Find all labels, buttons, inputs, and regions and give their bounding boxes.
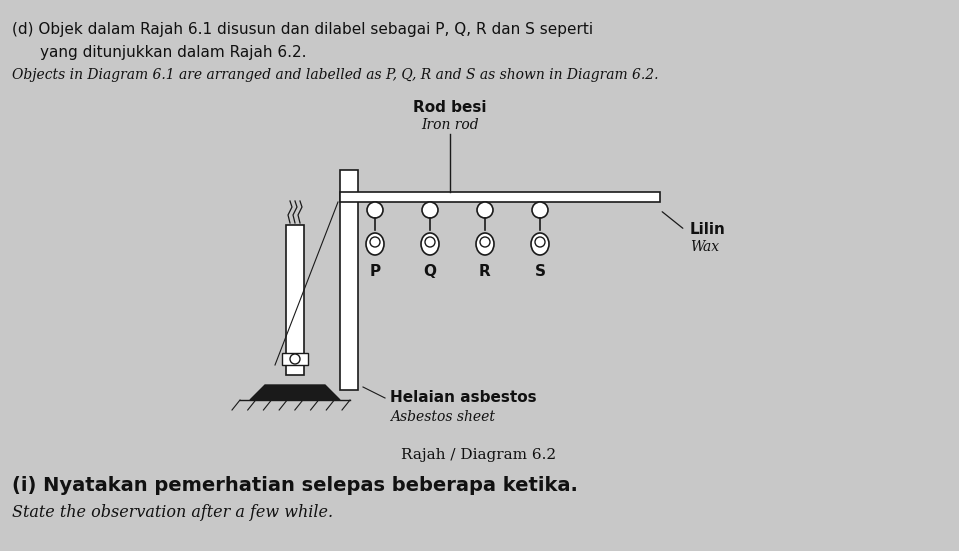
- Bar: [340, 170, 358, 390]
- Text: R: R: [480, 264, 491, 279]
- Text: (i) Nyatakan pemerhatian selepas beberapa ketika.: (i) Nyatakan pemerhatian selepas beberap…: [12, 476, 578, 495]
- Text: yang ditunjukkan dalam Rajah 6.2.: yang ditunjukkan dalam Rajah 6.2.: [40, 45, 307, 60]
- Polygon shape: [250, 385, 340, 400]
- Circle shape: [422, 202, 438, 218]
- Ellipse shape: [531, 233, 549, 255]
- Circle shape: [480, 237, 490, 247]
- Text: S: S: [534, 264, 546, 279]
- Bar: [282, 353, 308, 365]
- Ellipse shape: [476, 233, 494, 255]
- Circle shape: [425, 237, 435, 247]
- Text: (d) Objek dalam Rajah 6.1 disusun dan dilabel sebagai P, Q, R dan S seperti: (d) Objek dalam Rajah 6.1 disusun dan di…: [12, 22, 593, 37]
- Text: State the observation after a few while.: State the observation after a few while.: [12, 504, 333, 521]
- Text: Objects in Diagram 6.1 are arranged and labelled as P, Q, R and S as shown in Di: Objects in Diagram 6.1 are arranged and …: [12, 68, 659, 82]
- Circle shape: [370, 237, 380, 247]
- Text: Rod besi: Rod besi: [413, 100, 487, 115]
- Circle shape: [535, 237, 545, 247]
- Text: Wax: Wax: [690, 240, 719, 254]
- Circle shape: [367, 202, 383, 218]
- Ellipse shape: [366, 233, 384, 255]
- Bar: [286, 225, 304, 375]
- Bar: [340, 192, 660, 202]
- Circle shape: [290, 354, 300, 364]
- Text: P: P: [369, 264, 381, 279]
- Text: Helaian asbestos: Helaian asbestos: [390, 390, 537, 405]
- Text: Iron rod: Iron rod: [421, 118, 479, 132]
- Text: Q: Q: [424, 264, 436, 279]
- Text: Rajah / Diagram 6.2: Rajah / Diagram 6.2: [402, 448, 556, 462]
- Text: Lilin: Lilin: [690, 222, 726, 237]
- Circle shape: [532, 202, 548, 218]
- Ellipse shape: [421, 233, 439, 255]
- Text: Asbestos sheet: Asbestos sheet: [390, 410, 495, 424]
- Circle shape: [477, 202, 493, 218]
